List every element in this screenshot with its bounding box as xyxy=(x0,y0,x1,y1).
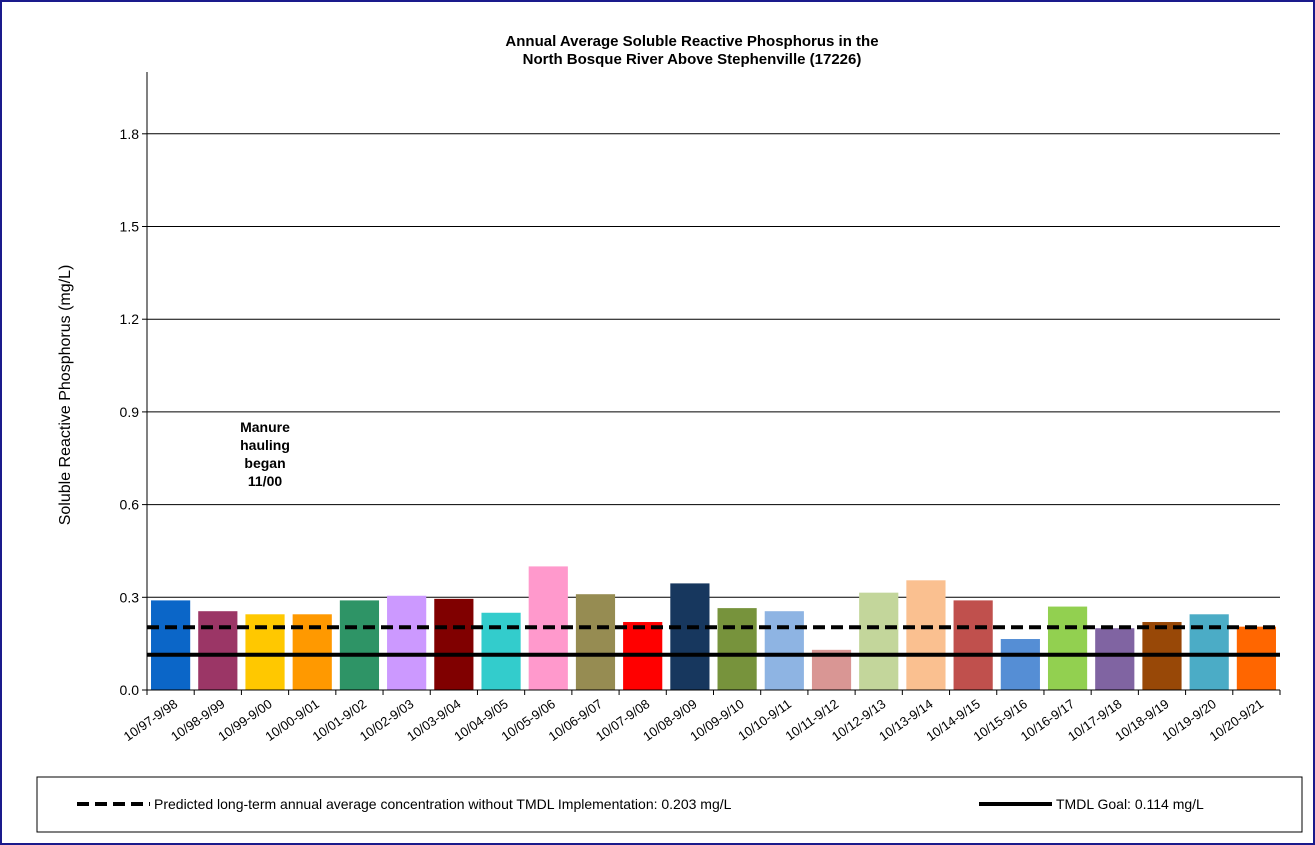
bar xyxy=(198,611,238,690)
bar xyxy=(1095,628,1135,690)
legend-label-predicted: Predicted long-term annual average conce… xyxy=(154,796,732,812)
y-tick-label: 0.9 xyxy=(120,404,140,420)
bar xyxy=(481,612,521,690)
y-tick-label: 1.5 xyxy=(120,219,140,235)
legend: Predicted long-term annual average conce… xyxy=(36,776,1303,833)
chart-title-line2: North Bosque River Above Stephenville (1… xyxy=(523,51,862,68)
gridlines xyxy=(147,133,1280,598)
bar xyxy=(1047,606,1088,690)
y-tick-labels: 0.0 0.3 0.6 0.9 1.2 1.5 1.8 xyxy=(120,126,140,698)
bar xyxy=(953,600,993,690)
y-tick-label: 1.8 xyxy=(120,126,140,142)
bar xyxy=(670,583,710,690)
annotation-line: hauling xyxy=(240,437,290,453)
bar xyxy=(859,592,899,690)
bar xyxy=(1236,626,1276,690)
bar xyxy=(575,594,616,690)
reference-lines xyxy=(147,625,1280,657)
bars xyxy=(151,566,1276,690)
bar xyxy=(764,611,804,690)
y-tick-label: 0.3 xyxy=(120,589,140,605)
y-axis-label: Soluble Reactive Phosphorus (mg/L) xyxy=(57,265,74,526)
x-tick-labels: 10/97-9/9810/98-9/9910/99-9/0010/00-9/01… xyxy=(121,696,1266,744)
bar xyxy=(339,600,380,690)
y-tick-label: 0.0 xyxy=(120,682,140,698)
manure-hauling-annotation: Manure hauling began 11/00 xyxy=(240,419,290,489)
chart-title-line1: Annual Average Soluble Reactive Phosphor… xyxy=(505,33,878,50)
y-tick-label: 0.6 xyxy=(120,497,140,513)
bar xyxy=(151,600,191,690)
bar xyxy=(717,608,757,690)
bar xyxy=(387,595,427,690)
bar xyxy=(1000,639,1040,690)
bar xyxy=(434,598,474,690)
x-tick-label: 10/20-9/21 xyxy=(1207,696,1267,744)
bar xyxy=(906,580,946,690)
annotation-line: began xyxy=(244,455,285,471)
annotation-line: 11/00 xyxy=(248,473,282,489)
annotation-line: Manure xyxy=(240,419,290,435)
x-tick-label: 10/09-9/10 xyxy=(687,696,747,744)
y-tick-label: 1.2 xyxy=(120,311,140,327)
axes xyxy=(142,72,1281,695)
legend-label-tmdl-goal: TMDL Goal: 0.114 mg/L xyxy=(1056,796,1204,812)
legend-box xyxy=(36,776,1303,833)
